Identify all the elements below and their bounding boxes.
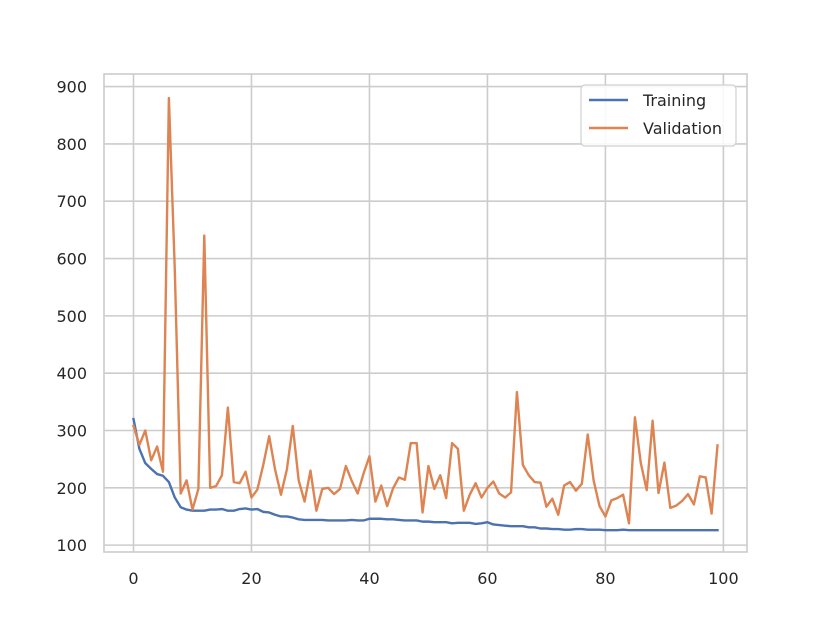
y-tick-label: 800 [56,135,87,154]
x-tick-label: 0 [128,569,138,588]
y-tick-label: 300 [56,421,87,440]
legend: Training Validation [580,84,737,147]
series-line-training [132,417,719,532]
x-tick-label: 20 [241,569,261,588]
y-tick-label: 100 [56,536,87,555]
y-tick-label: 900 [56,78,87,97]
axes-frame [103,73,748,553]
x-tick-label: 100 [708,569,739,588]
x-tick-label: 60 [477,569,497,588]
y-tick-label: 400 [56,364,87,383]
y-tick-label: 600 [56,250,87,269]
series-lines [131,96,719,532]
x-tick-label: 40 [359,569,379,588]
y-tick-label: 500 [56,307,87,326]
legend-label-training: Training [642,91,706,110]
y-tick-label: 700 [56,192,87,211]
tick-labels: 0 20 40 60 80 100 100 200 300 400 500 600 700 800 900 [56,78,738,588]
y-tick-label: 200 [56,479,87,498]
x-tick-label: 80 [595,569,615,588]
series-line-validation [131,96,719,525]
legend-label-validation: Validation [643,119,722,138]
